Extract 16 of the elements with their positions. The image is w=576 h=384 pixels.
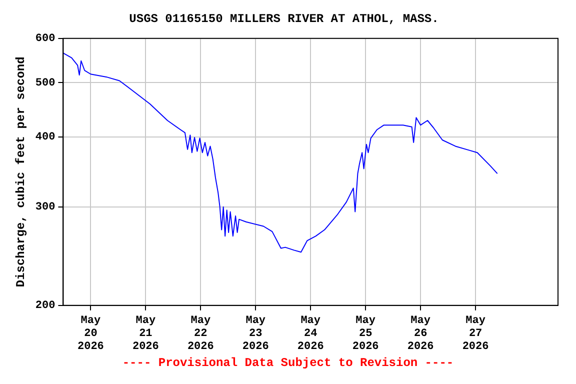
x-tick-label: May 25 2026: [352, 314, 379, 354]
x-tick-label: May 21 2026: [132, 314, 159, 354]
x-tick-label: May 20 2026: [77, 314, 104, 354]
x-tick-label: May 22 2026: [187, 314, 214, 354]
y-tick-label: 400: [35, 132, 56, 144]
x-tick-label: May 27 2026: [462, 314, 489, 354]
y-tick-label: 500: [35, 77, 56, 90]
y-tick-label: 600: [35, 33, 56, 46]
x-tick-label: May 24 2026: [297, 314, 324, 354]
text: ---- Provisional Data Subject to Revision ----: [121, 356, 455, 370]
y-tick-label: 300: [35, 202, 56, 214]
y-tick-label: 200: [35, 300, 56, 312]
y-axis-title: Discharge, cubic feet per second: [14, 56, 28, 288]
chart-title: USGS 01165150 MILLERS RIVER AT ATHOL, MASS.: [129, 12, 439, 26]
x-tick-label: May 23 2026: [242, 314, 269, 354]
x-tick-label: May 26 2026: [407, 314, 434, 354]
